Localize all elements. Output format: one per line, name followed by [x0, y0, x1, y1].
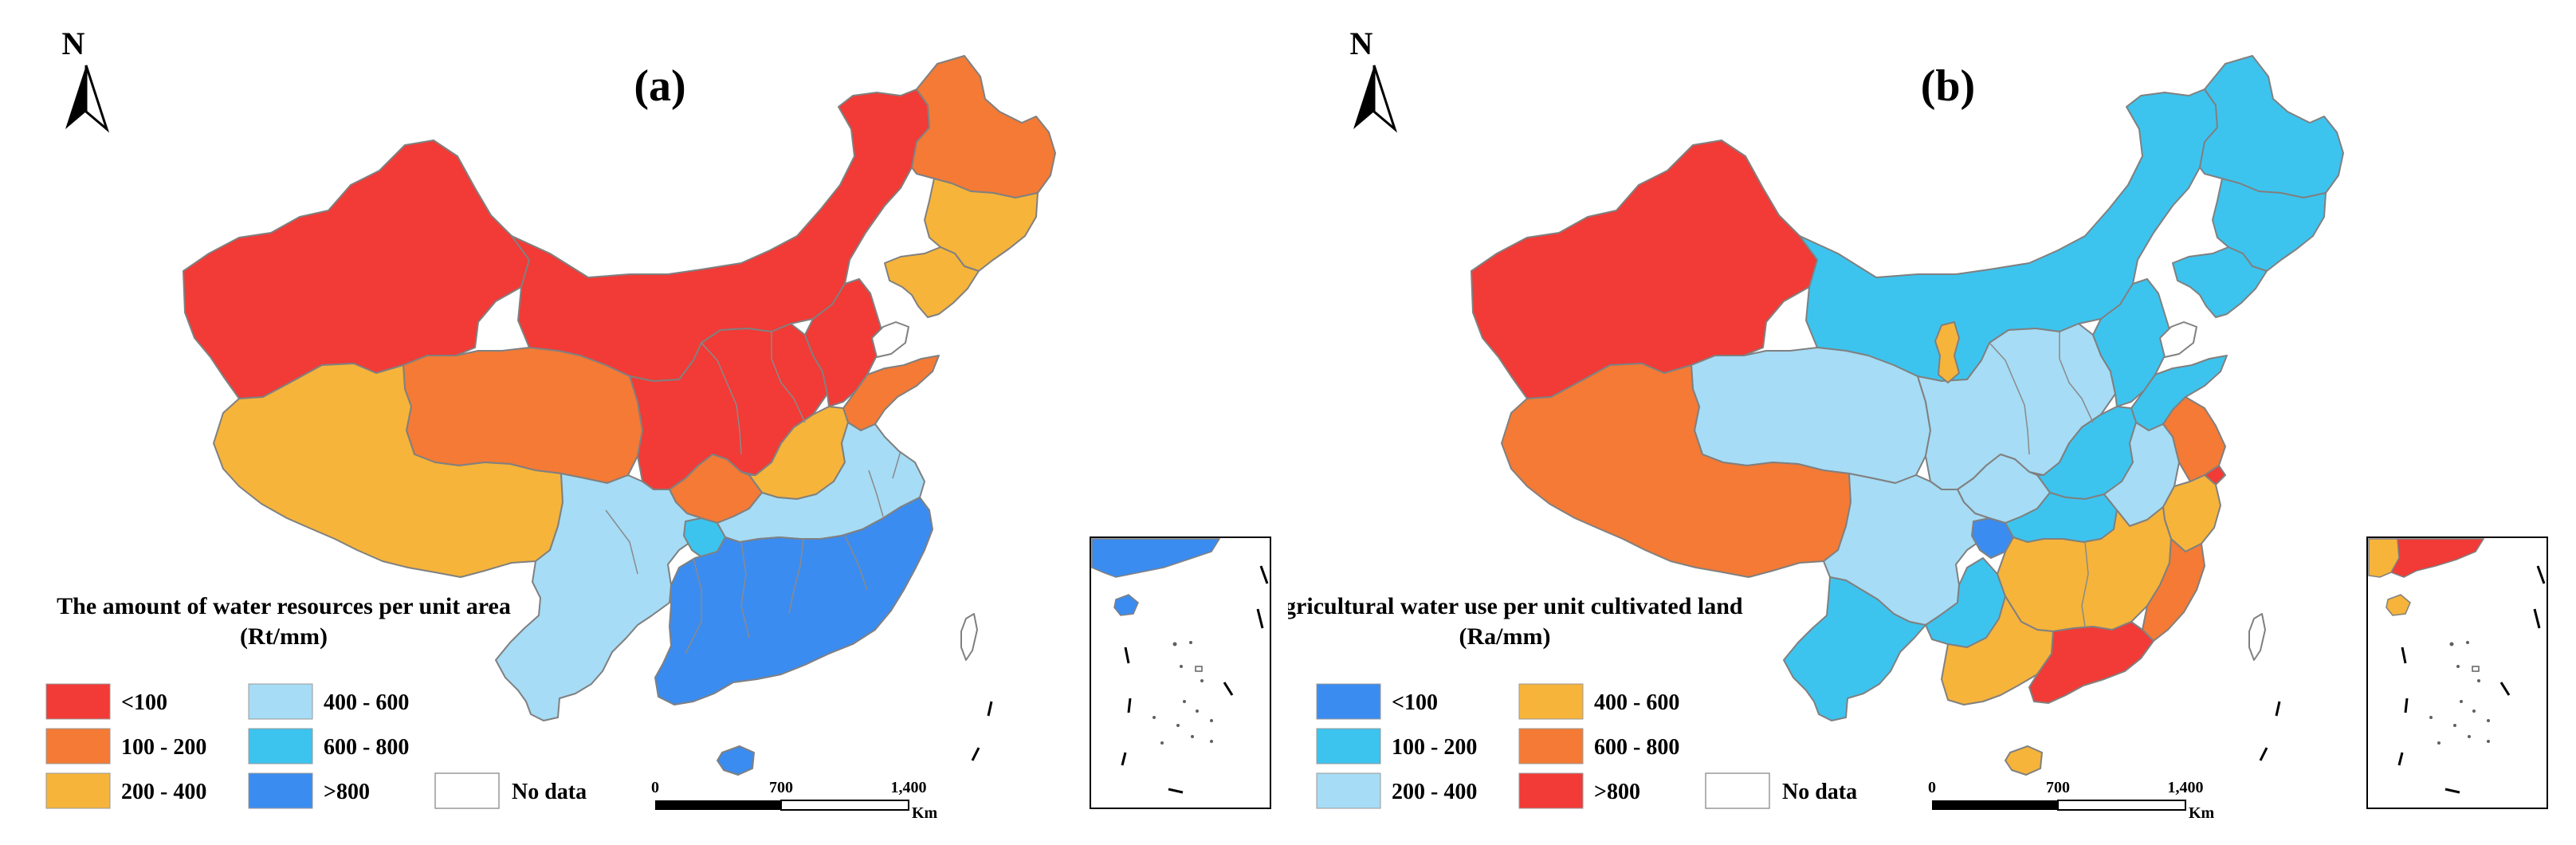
- legend-label-a-4: 600 - 800: [324, 735, 409, 760]
- legend-swatch-a-0: [46, 684, 110, 719]
- legend-a: The amount of water resources per unit a…: [46, 593, 587, 808]
- legend-swatch-b-1: [1317, 729, 1380, 764]
- north-label: N: [62, 26, 85, 61]
- legend-label-a-5: >800: [324, 780, 370, 804]
- legend-label-b-1: 100 - 200: [1392, 735, 1477, 760]
- legend-swatch-b-5: [1519, 773, 1583, 808]
- legend-label-a-nodata: No data: [512, 780, 587, 804]
- scale-tick-b-0: 0: [1928, 779, 1936, 796]
- scale-unit-a: Km: [912, 804, 938, 822]
- legend-swatch-a-2: [46, 773, 110, 808]
- region-heilongjiang: [912, 56, 1055, 198]
- legend-swatch-b-4: [1519, 729, 1583, 764]
- legend-label-b-4: 600 - 800: [1594, 735, 1679, 760]
- legend-title-a-line1: The amount of water resources per unit a…: [57, 593, 511, 619]
- inset-south-china-sea-a: [1090, 537, 1270, 808]
- scale-bar-a: 0 700 1,400 Km: [651, 779, 938, 822]
- china-map-a: [183, 56, 1055, 775]
- legend-label-b-2: 200 - 400: [1392, 780, 1477, 804]
- map-b-svg: N (b): [1288, 0, 2576, 845]
- scale-tick-b-1: 700: [2046, 779, 2070, 796]
- map-panel-a: N (a): [0, 0, 1288, 845]
- scale-tick-a-2: 1,400: [891, 779, 927, 796]
- legend-swatch-b-2: [1317, 773, 1380, 808]
- legend-b: Agricultural water use per unit cultivat…: [1288, 593, 1857, 808]
- north-arrow-icon: N: [1350, 26, 1395, 129]
- legend-swatch-a-3: [249, 684, 312, 719]
- region-heilongjiang: [2200, 56, 2343, 198]
- legend-swatch-b-nodata: [1706, 773, 1769, 808]
- legend-swatch-a-1: [46, 729, 110, 764]
- scale-unit-b: Km: [2189, 804, 2215, 822]
- region-hainan: [717, 746, 754, 775]
- panel-label-a: (a): [634, 61, 685, 111]
- map-panel-b: N (b): [1288, 0, 2576, 845]
- legend-label-a-1: 100 - 200: [121, 735, 206, 760]
- legend-swatch-b-0: [1317, 684, 1380, 719]
- legend-swatch-a-5: [249, 773, 312, 808]
- north-arrow-icon: N: [62, 26, 107, 129]
- legend-swatch-a-4: [249, 729, 312, 764]
- region-taiwan: [961, 614, 977, 660]
- legend-label-a-0: <100: [121, 690, 167, 715]
- legend-title-b-line1: Agricultural water use per unit cultivat…: [1288, 593, 1743, 619]
- north-label-b: N: [1350, 26, 1373, 61]
- scale-tick-b-2: 1,400: [2168, 779, 2204, 796]
- map-a-svg: N (a): [0, 0, 1288, 845]
- legend-label-a-3: 400 - 600: [324, 690, 409, 715]
- scale-tick-a-1: 700: [769, 779, 793, 796]
- legend-swatch-b-3: [1519, 684, 1583, 719]
- inset-south-china-sea-b: [2367, 537, 2547, 808]
- legend-label-b-0: <100: [1392, 690, 1438, 715]
- region-taiwan: [2249, 614, 2265, 660]
- region-hainan: [2005, 746, 2042, 775]
- region-ningxia: [1935, 322, 1959, 383]
- legend-title-b-line2: (Ra/mm): [1459, 623, 1551, 650]
- scale-bar-b: 0 700 1,400 Km: [1928, 779, 2215, 822]
- legend-label-b-3: 400 - 600: [1594, 690, 1679, 715]
- china-map-b: [1471, 56, 2343, 775]
- panel-label-b: (b): [1921, 61, 1975, 111]
- legend-label-b-5: >800: [1594, 780, 1640, 804]
- legend-label-b-nodata: No data: [1782, 780, 1857, 804]
- legend-swatch-a-nodata: [435, 773, 499, 808]
- scale-tick-a-0: 0: [651, 779, 659, 796]
- legend-label-a-2: 200 - 400: [121, 780, 206, 804]
- legend-title-a-line2: (Rt/mm): [240, 623, 328, 650]
